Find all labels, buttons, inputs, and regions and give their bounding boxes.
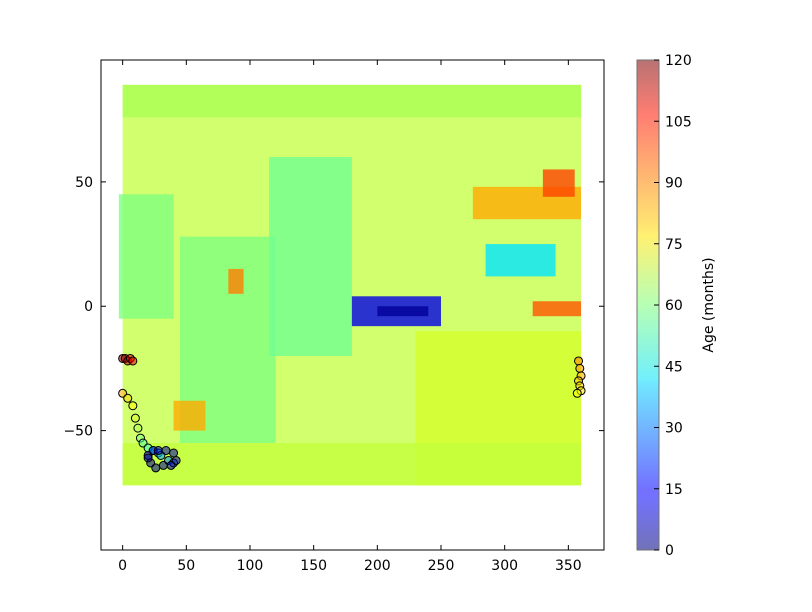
region-pacific-east-hot <box>532 301 582 317</box>
scatter-point <box>169 448 179 458</box>
colorbar-tick-label: 30 <box>665 421 683 437</box>
region-pacific-ne-cool <box>485 244 556 277</box>
scatter-point <box>123 393 133 403</box>
colorbar-tick-label: 15 <box>665 482 683 498</box>
scatter-point <box>166 460 176 470</box>
region-pacific-cool-core <box>377 306 429 317</box>
scatter-point <box>574 356 584 366</box>
colorbar-label: Age (months) <box>701 257 717 352</box>
scatter-point <box>143 453 153 463</box>
colorbar-tick-label: 75 <box>665 237 683 253</box>
x-tick-label: 0 <box>118 558 127 574</box>
scatter-point <box>128 356 138 366</box>
region-arctic-band <box>122 84 582 118</box>
scatter-point <box>153 446 163 456</box>
scatter-point <box>572 388 582 398</box>
scatter-point <box>161 446 171 456</box>
ocean-field <box>118 84 582 486</box>
region-pacific-west <box>269 157 352 356</box>
x-tick-label: 300 <box>491 558 518 574</box>
y-axis: 50 0 −50 <box>63 175 604 440</box>
region-indian-hotspot <box>228 268 244 294</box>
scatter-point <box>158 460 168 470</box>
x-tick-label: 350 <box>555 558 582 574</box>
scatter-tracks <box>118 353 586 473</box>
scatter-point <box>130 413 140 423</box>
region-indian-south-hot <box>173 400 206 431</box>
y-tick-label: −50 <box>63 424 93 440</box>
x-tick-label: 200 <box>364 558 391 574</box>
colorbar-tick-label: 105 <box>665 114 692 130</box>
region-pacific-northeast-hot <box>542 169 575 197</box>
colorbar-tick-label: 0 <box>665 543 674 559</box>
x-tick-label: 150 <box>300 558 327 574</box>
colorbar-tick-label: 120 <box>665 53 692 69</box>
region-southern-ocean <box>122 443 582 486</box>
x-tick-label: 50 <box>177 558 195 574</box>
x-tick-label: 100 <box>237 558 264 574</box>
x-tick-label: 250 <box>428 558 455 574</box>
scatter-point <box>133 423 143 433</box>
colorbar-tick-label: 60 <box>665 298 683 314</box>
colorbar-tick-label: 90 <box>665 176 683 192</box>
colorbar-ticks: 0 15 30 45 60 75 90 105 120 <box>654 53 692 559</box>
x-axis: 0 50 100 150 200 250 300 350 <box>118 60 582 574</box>
scatter-point <box>575 363 585 373</box>
colorbar-tick-label: 45 <box>665 359 683 375</box>
y-tick-label: 50 <box>75 175 93 191</box>
y-tick-label: 0 <box>84 299 93 315</box>
region-atlantic-north <box>118 194 174 319</box>
scatter-point <box>128 401 138 411</box>
